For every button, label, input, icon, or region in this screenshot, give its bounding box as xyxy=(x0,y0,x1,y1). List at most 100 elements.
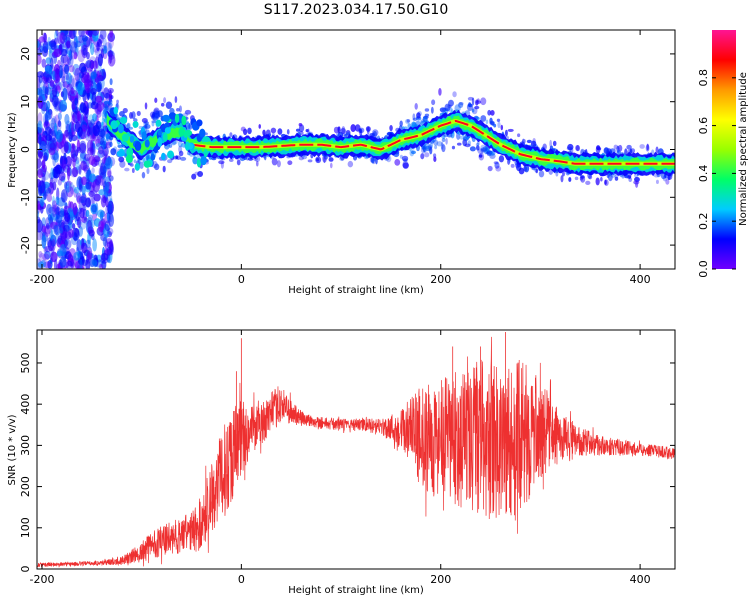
spectrogram-cell xyxy=(97,174,102,181)
spectrogram-cell xyxy=(141,171,146,179)
spectrogram-cell xyxy=(75,159,80,171)
spectrogram-cell xyxy=(329,162,333,169)
spectrogram-cell xyxy=(72,63,80,76)
spectrogram-cell xyxy=(54,164,62,175)
spectrogram-cell xyxy=(337,126,341,131)
spectrogram-cell xyxy=(41,159,46,170)
spectrogram-cell xyxy=(44,245,52,253)
spectrogram-y-axis-label: Frequency (Hz) xyxy=(7,112,18,188)
spectrogram-cell xyxy=(341,126,346,134)
snr-x-tick-label: 200 xyxy=(430,573,451,586)
spectrogram-cell xyxy=(38,89,45,101)
spectrogram-cell xyxy=(62,54,70,67)
spectrogram-cell xyxy=(75,40,82,48)
spectrogram-cell xyxy=(504,129,508,137)
spectrogram-cell xyxy=(50,167,54,180)
spectrogram-cell xyxy=(61,230,67,244)
spectrogram-cell xyxy=(43,71,51,78)
spectrogram-cell xyxy=(86,147,95,156)
spectrogram-cell xyxy=(316,158,320,162)
spectrogram-cell xyxy=(347,160,354,168)
spectrogram-cell xyxy=(59,243,67,257)
spectrogram-cell xyxy=(55,83,60,91)
spectrogram-blob xyxy=(200,155,207,166)
spectrogram-cell xyxy=(456,132,461,140)
spectrogram-cell xyxy=(79,102,87,113)
spectrogram-cell xyxy=(106,167,112,178)
spectrogram-cell xyxy=(507,128,514,133)
spectrogram-cell xyxy=(88,63,94,72)
spectrogram-cell xyxy=(63,224,70,232)
spectrogram-cell xyxy=(37,126,42,134)
spectrogram-blob xyxy=(132,121,139,128)
spectrogram-cell xyxy=(38,36,45,43)
spectrogram-cell xyxy=(57,112,62,121)
spectrogram-cell xyxy=(476,140,480,145)
spectrogram-cell xyxy=(154,97,158,103)
spectrogram-cell xyxy=(471,108,475,113)
spectrogram-cell xyxy=(81,124,88,132)
spectrogram-cell xyxy=(64,209,69,219)
spectrogram-cell xyxy=(57,220,62,228)
spectrogram-cell xyxy=(108,209,114,223)
spectrogram-cell xyxy=(585,180,591,186)
spectrogram-cell xyxy=(37,179,42,188)
spectrogram-cell xyxy=(442,134,446,140)
spectrogram-blob xyxy=(178,127,185,137)
spectrogram-blob xyxy=(125,154,133,164)
spectrogram-cell xyxy=(91,167,95,174)
spectrogram-cell xyxy=(105,205,109,215)
spectrogram-blob xyxy=(110,120,118,130)
spectrogram-cell xyxy=(451,145,456,150)
spectrogram-blob xyxy=(164,127,171,134)
spectrogram-cell xyxy=(86,51,90,60)
spectrogram-cell xyxy=(487,165,493,172)
spectrogram-cell xyxy=(71,166,79,178)
spectrogram-cell xyxy=(62,34,68,43)
spectrogram-cell xyxy=(75,192,82,203)
colorbar-tick-label: 0.6 xyxy=(697,117,710,135)
spectrogram-cell xyxy=(471,97,475,106)
spectrogram-cell xyxy=(42,253,50,261)
spectrogram-cell xyxy=(340,127,346,135)
spectrogram-cell xyxy=(510,163,515,168)
spectrogram-cell xyxy=(56,212,61,220)
spectrogram-cell xyxy=(105,157,113,170)
spectrogram-cell xyxy=(101,118,105,123)
spectrogram-cell xyxy=(55,30,59,37)
spectrogram-cell xyxy=(307,159,313,163)
spectrogram-cell xyxy=(105,134,109,142)
spectrogram-cell xyxy=(154,110,161,119)
spectrogram-cell xyxy=(624,148,628,157)
spectrogram-cell xyxy=(434,145,438,150)
spectrogram-cell xyxy=(71,143,75,150)
spectrogram-cell xyxy=(60,189,68,203)
spectrogram-cell xyxy=(498,155,505,163)
spectrogram-cell xyxy=(81,216,88,223)
spectrogram-cell xyxy=(81,185,86,196)
spectrogram-cell xyxy=(99,166,107,180)
spectrogram-cell xyxy=(101,121,104,126)
spectrogram-cell xyxy=(39,196,45,207)
spectrogram-cell xyxy=(480,115,487,122)
spectrogram-cell xyxy=(517,133,521,138)
spectrogram-cell xyxy=(337,126,341,134)
spectrogram-cell xyxy=(191,173,197,180)
spectrogram-cell xyxy=(445,137,448,145)
spectrogram-cell xyxy=(37,40,40,49)
spectrogram-cell xyxy=(97,38,103,48)
spectrogram-cell xyxy=(44,126,52,136)
spectrogram-cell xyxy=(63,216,70,225)
spectrogram-cell xyxy=(69,49,73,61)
spectrogram-cell xyxy=(90,119,96,126)
spectrogram-cell xyxy=(469,146,476,152)
spectrogram-cell xyxy=(178,150,184,157)
spectrogram-cell xyxy=(108,42,113,53)
spectrogram-cell xyxy=(93,193,101,202)
spectrogram-cell xyxy=(55,142,60,152)
spectrogram-cell xyxy=(402,162,409,169)
spectrogram-cell xyxy=(184,109,192,115)
colorbar-tick-label: 0.4 xyxy=(697,165,710,183)
spectrogram-cell xyxy=(70,260,75,269)
spectrogram-cell xyxy=(247,127,252,135)
